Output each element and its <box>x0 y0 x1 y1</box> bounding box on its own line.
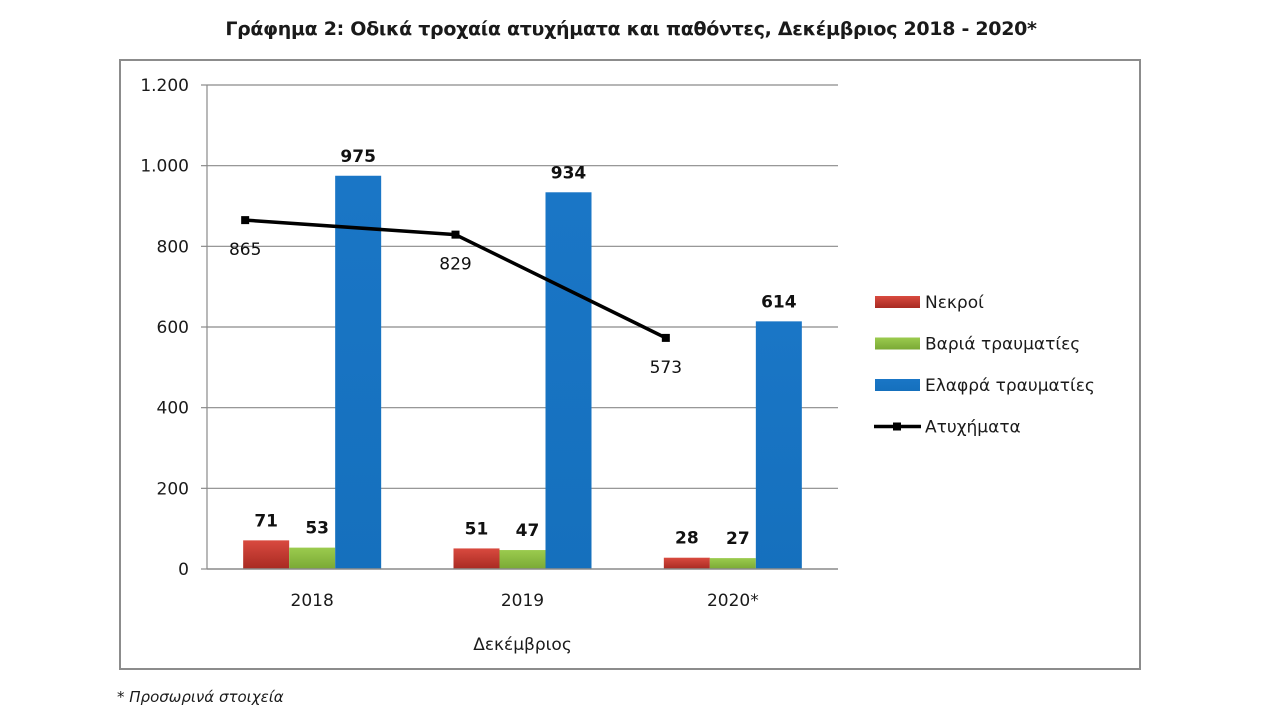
bar-Βαριά-τραυματίες-2018 <box>289 547 336 569</box>
data-label: 51 <box>465 519 489 539</box>
bar-Νεκροί-2018 <box>243 540 290 569</box>
legend-swatch <box>875 296 920 308</box>
data-label: 934 <box>551 163 587 183</box>
legend-swatch <box>875 337 920 350</box>
line-marker <box>241 216 250 225</box>
line-data-label: 865 <box>229 240 261 260</box>
y-tick-label: 200 <box>157 479 189 499</box>
x-axis-title: Δεκέμβριος <box>473 635 572 655</box>
grid-layer <box>207 84 838 489</box>
legend-label: Βαριά τραυματίες <box>925 335 1080 355</box>
legend-item: Ατυχήματα <box>874 418 1021 438</box>
bar-Νεκροί-2019 <box>453 548 500 569</box>
y-tick-label: 0 <box>178 560 189 580</box>
data-label: 614 <box>761 292 797 312</box>
legend-item: Βαριά τραυματίες <box>875 335 1080 355</box>
bar-Ελαφρά-τραυματίες-2018 <box>335 175 382 569</box>
data-label: 27 <box>726 529 750 549</box>
legend-label: Νεκροί <box>925 293 984 313</box>
line-marker <box>661 333 670 342</box>
x-tick-label: 2019 <box>501 591 544 611</box>
y-tick-label: 1.000 <box>140 157 189 177</box>
y-tick-label: 1.200 <box>140 76 189 96</box>
legend-swatch <box>875 379 920 391</box>
legend-label: Ατυχήματα <box>925 418 1021 438</box>
line-data-label: 829 <box>439 255 471 275</box>
data-label: 28 <box>675 529 699 549</box>
y-tick-label: 600 <box>157 318 189 338</box>
bar-Νεκροί-2020* <box>663 557 710 569</box>
bar-Βαριά-τραυματίες-2020* <box>709 558 756 569</box>
line-layer <box>241 216 670 342</box>
chart-title: Γράφημα 2: Οδικά τροχαία ατυχήματα και π… <box>225 18 1037 40</box>
bars-layer <box>243 175 802 569</box>
x-tick-label: 2018 <box>291 591 334 611</box>
line-marker <box>451 230 460 239</box>
axis-layer: 0 200 400 600 800 1.000 1.200 2018 2019 2020* Δεκέ… <box>140 76 838 655</box>
bar-Ελαφρά-τραυματίες-2019 <box>545 192 592 569</box>
legend-marker <box>893 422 901 431</box>
bar-Ελαφρά-τραυματίες-2020* <box>755 321 802 569</box>
data-label: 975 <box>340 147 376 167</box>
line-data-label: 573 <box>650 358 682 378</box>
data-label: 47 <box>516 521 540 541</box>
footnote: * Προσωρινά στοιχεία <box>117 688 284 706</box>
legend-item: Ελαφρά τραυματίες <box>875 376 1095 396</box>
legend: Νεκροί Βαριά τραυματίες Ελαφρά τραυματίες Α… <box>874 293 1095 438</box>
data-label: 71 <box>254 511 278 531</box>
data-label: 53 <box>305 519 329 539</box>
legend-label: Ελαφρά τραυματίες <box>925 376 1095 396</box>
legend-item: Νεκροί <box>875 293 984 313</box>
x-tick-label: 2020* <box>707 591 759 611</box>
bar-Βαριά-τραυματίες-2019 <box>499 550 546 569</box>
labels-layer: 71 51 28 53 47 27 975 934 614 865 829 573 <box>229 147 797 549</box>
y-tick-label: 800 <box>157 237 189 257</box>
y-tick-label: 400 <box>157 399 189 419</box>
